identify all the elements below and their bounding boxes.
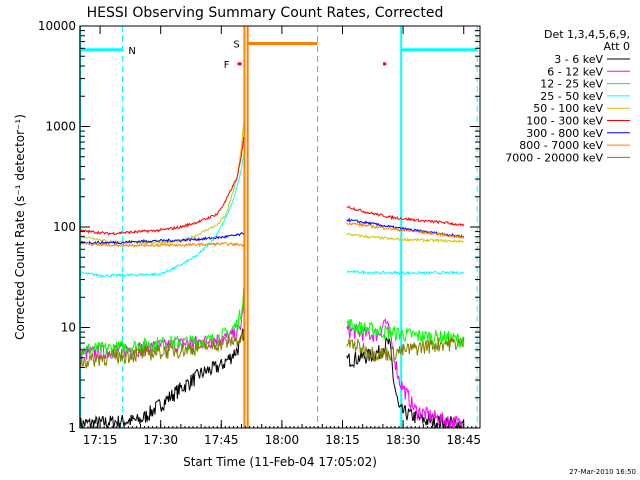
legend-label-6: 300 - 800 keV: [526, 127, 603, 140]
y-tick-label-3: 1000: [45, 120, 76, 134]
x-tick-label-1: 17:30: [143, 433, 178, 447]
x-tick-label-6: 18:45: [446, 433, 481, 447]
series-line-6-pre: [79, 232, 245, 245]
x-axis-ticks: 17:15 17:30 17:45 18:00 18:15 18:30 18:45: [83, 26, 481, 447]
flag-label-S: S: [233, 39, 239, 50]
y-tick-label-4: 10000: [38, 19, 76, 33]
flag-bars: N SF: [80, 39, 478, 71]
legend-label-2: 12 - 25 keV: [540, 78, 603, 91]
vertical-markers: [79, 26, 478, 428]
series-line-5-post: [346, 205, 465, 227]
series-line-3-pre: [79, 156, 245, 278]
legend-header-0: Det 1,3,4,5,6,9,: [544, 28, 630, 41]
x-tick-label-5: 18:30: [386, 433, 421, 447]
legend-label-5: 100 - 300 keV: [526, 115, 603, 128]
x-axis-label: Start Time (11-Feb-04 17:05:02): [183, 455, 377, 469]
series-line-7-pre: [79, 241, 245, 248]
series-line-8-post: [346, 336, 465, 363]
legend-label-3: 25 - 50 keV: [540, 90, 603, 103]
x-tick-label-2: 17:45: [204, 433, 239, 447]
x-tick-label-3: 18:00: [265, 433, 300, 447]
series-line-4-post: [346, 232, 465, 244]
legend-label-4: 50 - 100 keV: [533, 102, 603, 115]
flag-label-F: F: [224, 60, 230, 71]
series-line-0-pre: [79, 328, 245, 430]
series-line-2-pre: [79, 288, 245, 358]
legend-label-8: 7000 - 20000 keV: [505, 151, 603, 164]
y-axis-ticks: 1 10 100 1000 10000: [38, 19, 480, 435]
y-tick-label-0: 1: [68, 421, 76, 435]
plot-frame: [79, 25, 481, 429]
chart-title: HESSI Observing Summary Count Rates, Cor…: [87, 5, 444, 21]
x-tick-label-4: 18:15: [325, 433, 360, 447]
series-line-4-pre: [79, 121, 245, 245]
series-line-1-post: [346, 317, 464, 429]
series-line-8-pre: [79, 331, 245, 369]
series-line-7-post: [346, 221, 465, 240]
timestamp: 27-Mar-2010 16:50: [569, 468, 636, 476]
series-line-3-post: [346, 270, 464, 276]
series-line-1-pre: [79, 292, 245, 361]
flag-label-N: N: [128, 46, 135, 57]
series-line-5-pre: [79, 136, 245, 236]
x-tick-label-0: 17:15: [83, 433, 118, 447]
y-tick-label-2: 100: [53, 220, 76, 234]
y-tick-label-1: 10: [61, 321, 76, 335]
legend-header-1: Att 0: [604, 40, 630, 53]
legend-label-1: 6 - 12 keV: [547, 65, 603, 78]
series-line-2-post: [346, 319, 465, 348]
legend-label-7: 800 - 7000 keV: [519, 139, 603, 152]
data-series: [79, 121, 465, 430]
legend-label-0: 3 - 6 keV: [554, 53, 603, 66]
y-axis-label: Corrected Count Rate (s⁻¹ detector⁻¹): [13, 114, 27, 340]
